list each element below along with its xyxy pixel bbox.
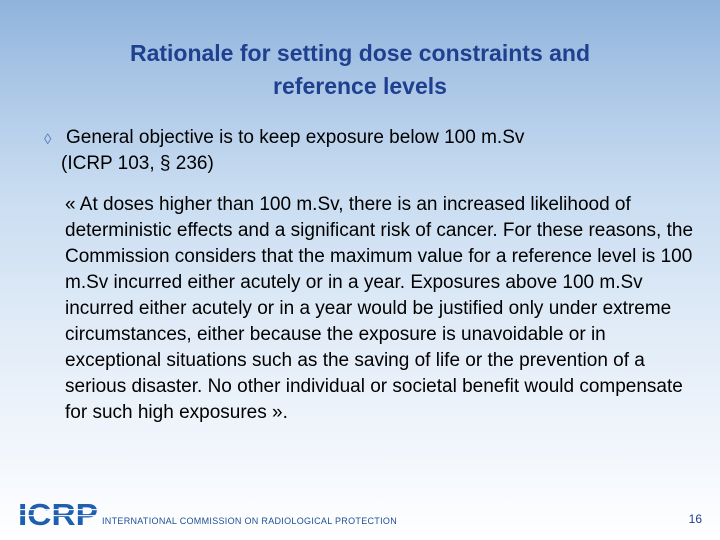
- bullet-line-2: (ICRP 103, § 236): [61, 153, 214, 174]
- slide-title: Rationale for setting dose constraints a…: [60, 37, 660, 103]
- bullet-icon: ◊: [44, 131, 52, 148]
- title-line-1: Rationale for setting dose constraints a…: [129, 40, 591, 66]
- logo-text: ICRP: [18, 500, 98, 528]
- quote-paragraph: « At doses higher than 100 m.Sv, there i…: [65, 194, 694, 423]
- icrp-logo: ICRP: [18, 500, 100, 528]
- footer: ICRP INTERNATIONAL COMMISSION ON RADIOLO…: [0, 498, 720, 540]
- page-number: 16: [688, 512, 702, 526]
- bullet-line-1: General objective is to keep exposure be…: [66, 127, 525, 148]
- bullet-item: ◊ General objective is to keep exposure …: [44, 125, 694, 177]
- title-line-2: reference levels: [273, 73, 447, 99]
- bullet-text: General objective is to keep exposure be…: [44, 125, 694, 177]
- footer-org-name: INTERNATIONAL COMMISSION ON RADIOLOGICAL…: [102, 516, 397, 526]
